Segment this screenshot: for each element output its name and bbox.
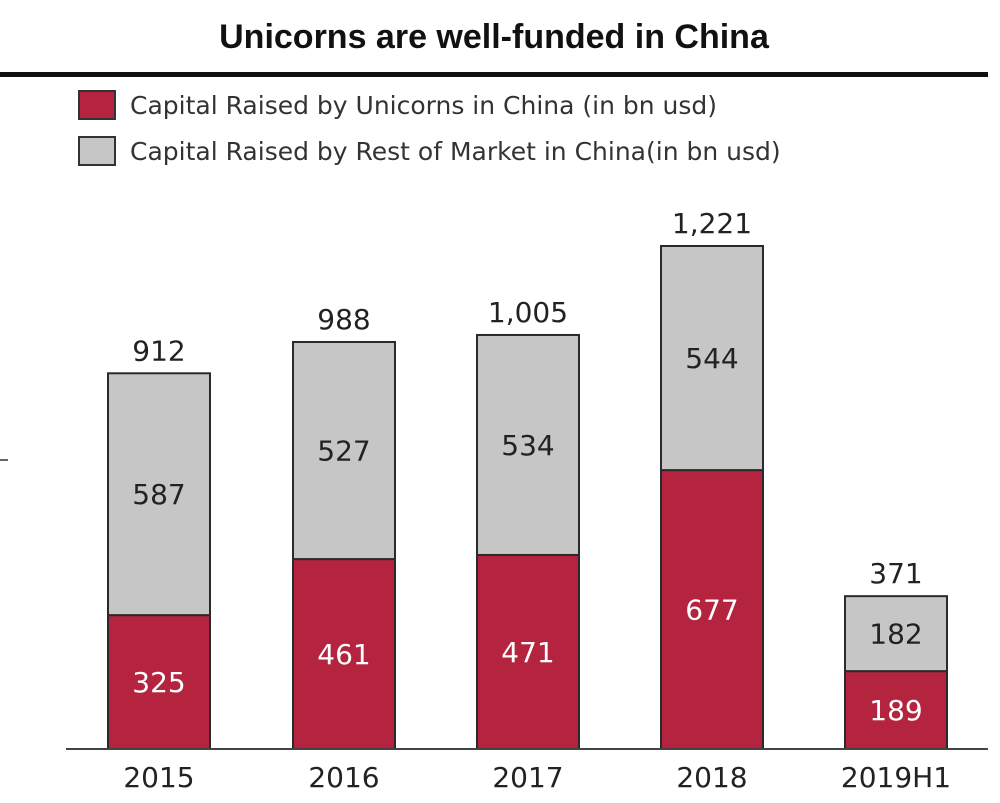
title-rule: [0, 72, 988, 77]
legend-label-unicorns: Capital Raised by Unicorns in China (in …: [130, 90, 718, 120]
data-label-unicorns-2019h1: 189: [869, 694, 922, 727]
total-label-2019h1: 371: [869, 557, 922, 590]
data-label-rest-of-market-2015: 587: [132, 478, 185, 511]
data-label-rest-of-market-2019h1: 182: [869, 618, 922, 651]
legend-item-rest-of-market: Capital Raised by Rest of Market in Chin…: [78, 134, 781, 168]
chart-title: Unicorns are well-funded in China: [219, 18, 769, 56]
x-tick-label-2017: 2017: [492, 761, 563, 794]
bar-segment-unicorns-2019h1: [844, 670, 948, 751]
x-tick-label-2018: 2018: [676, 761, 747, 794]
left-edge-tick: [0, 459, 8, 461]
legend-swatch-rest-of-market: [78, 136, 116, 166]
data-label-rest-of-market-2016: 527: [317, 435, 370, 468]
data-label-unicorns-2017: 471: [501, 636, 554, 669]
x-tick-label-2019h1: 2019H1: [841, 761, 951, 794]
data-label-rest-of-market-2018: 544: [685, 342, 738, 375]
bar-segment-rest-of-market-2015: [107, 372, 211, 617]
data-label-unicorns-2018: 677: [685, 594, 738, 627]
legend-item-unicorns: Capital Raised by Unicorns in China (in …: [78, 88, 717, 122]
bar-segment-rest-of-market-2016: [292, 340, 396, 561]
legend-swatch-unicorns: [78, 90, 116, 120]
legend-label-rest-of-market: Capital Raised by Rest of Market in Chin…: [130, 136, 781, 166]
x-tick-label-2015: 2015: [123, 761, 194, 794]
bar-segment-rest-of-market-2017: [476, 333, 580, 556]
total-label-2018: 1,221: [672, 207, 752, 240]
bar-segment-unicorns-2015: [107, 614, 211, 750]
total-label-2016: 988: [317, 303, 370, 336]
data-label-rest-of-market-2017: 534: [501, 429, 554, 462]
bar-segment-unicorns-2016: [292, 558, 396, 751]
x-tick-label-2016: 2016: [308, 761, 379, 794]
bar-segment-rest-of-market-2018: [660, 245, 764, 472]
total-label-2015: 912: [132, 334, 185, 367]
bar-segment-unicorns-2018: [660, 469, 764, 750]
data-label-unicorns-2015: 325: [132, 666, 185, 699]
data-label-unicorns-2016: 461: [317, 638, 370, 671]
bar-segment-rest-of-market-2019h1: [844, 595, 948, 673]
total-label-2017: 1,005: [488, 296, 568, 329]
bar-segment-unicorns-2017: [476, 553, 580, 751]
